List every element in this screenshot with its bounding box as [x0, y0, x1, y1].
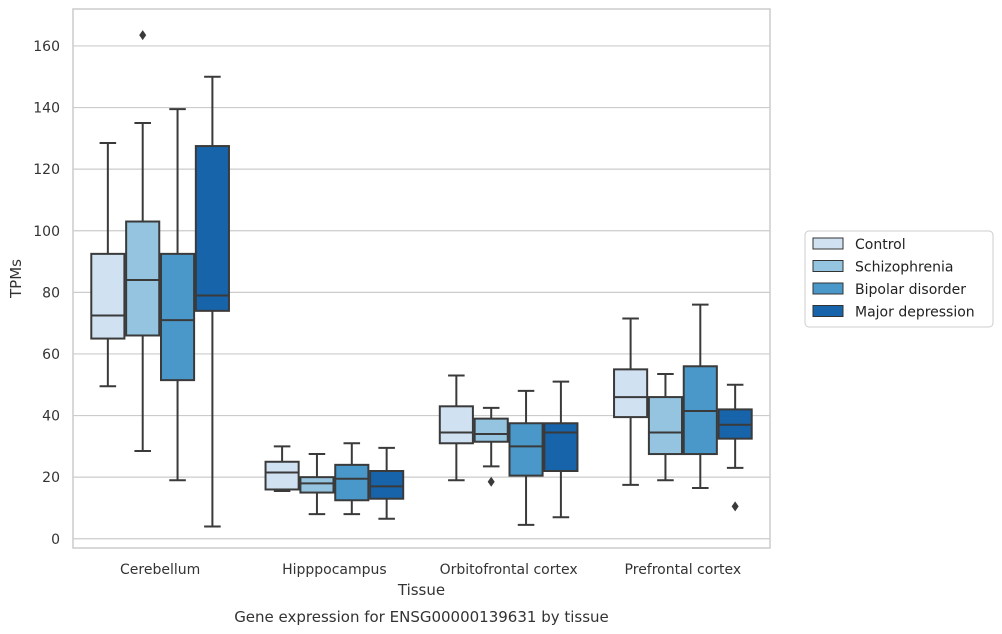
legend: Control Schizophrenia Bipolar disorder Majo…: [804, 230, 994, 328]
y-tick-label: 100: [33, 224, 60, 240]
box-body: [334, 463, 370, 502]
y-tick-label: 20: [42, 470, 60, 486]
box-bipolar-disorder: [159, 108, 196, 482]
box-body: [194, 145, 230, 312]
axes: 0 20 40 60 80 100 120 140 160 Cerebellum Hipppocam…: [33, 8, 771, 578]
box-schizophrenia: [299, 453, 335, 516]
outlier-point: [139, 30, 147, 41]
box-body: [369, 470, 405, 500]
y-tick-label: 120: [33, 162, 60, 178]
box-body: [438, 405, 474, 445]
box-schizophrenia: [125, 30, 161, 452]
box-body: [508, 422, 544, 477]
box-major-depression: [369, 446, 405, 520]
legend-swatch: [812, 260, 844, 272]
box-body: [125, 220, 161, 337]
box-body: [90, 252, 126, 340]
box-control: [264, 445, 300, 493]
box-schizophrenia: [473, 406, 509, 487]
box-major-depression: [194, 75, 230, 528]
box-control: [90, 141, 126, 388]
legend-label: Major depression: [855, 305, 975, 321]
plot-area: [90, 30, 753, 528]
box-control: [438, 374, 474, 482]
legend-box: [804, 230, 994, 328]
y-tick-label: 80: [42, 285, 60, 301]
box-major-depression: [717, 383, 753, 512]
y-tick-label: 0: [51, 532, 60, 548]
box-bipolar-disorder: [682, 303, 718, 489]
box-body: [647, 396, 684, 456]
outlier-point: [731, 501, 739, 512]
box-body: [159, 252, 196, 382]
plot-frame: [72, 8, 771, 549]
legend-label: Control: [855, 237, 906, 253]
legend-swatch: [812, 305, 844, 317]
y-tick-label: 40: [42, 409, 60, 425]
x-axis-label: Tissue: [397, 581, 445, 599]
x-tick-label: Cerebellum: [120, 562, 200, 578]
box-bipolar-disorder: [334, 442, 370, 516]
legend-swatch: [812, 282, 844, 295]
y-tick-label: 160: [33, 39, 60, 55]
y-axis-label: TPMs: [7, 259, 25, 299]
box-control: [613, 317, 649, 486]
y-tick-label: 60: [42, 347, 60, 363]
box-body: [543, 422, 579, 473]
y-tick-label: 140: [33, 101, 60, 117]
legend-swatch: [812, 237, 844, 250]
box-body: [473, 417, 509, 443]
box-schizophrenia: [647, 372, 684, 482]
box-major-depression: [543, 380, 579, 519]
legend-label: Bipolar disorder: [855, 282, 966, 298]
legend-label: Schizophrenia: [855, 260, 953, 276]
outlier-point: [487, 476, 495, 487]
box-bipolar-disorder: [508, 389, 544, 526]
x-tick-label: Prefrontal cortex: [625, 562, 742, 578]
x-tick-label: Orbitofrontal cortex: [440, 562, 578, 578]
chart-title: Gene expression for ENSG00000139631 by t…: [234, 608, 609, 626]
box-body: [299, 476, 335, 494]
x-tick-label: Hipppocampus: [282, 562, 387, 578]
box-body: [613, 368, 649, 419]
box-body: [264, 460, 300, 491]
